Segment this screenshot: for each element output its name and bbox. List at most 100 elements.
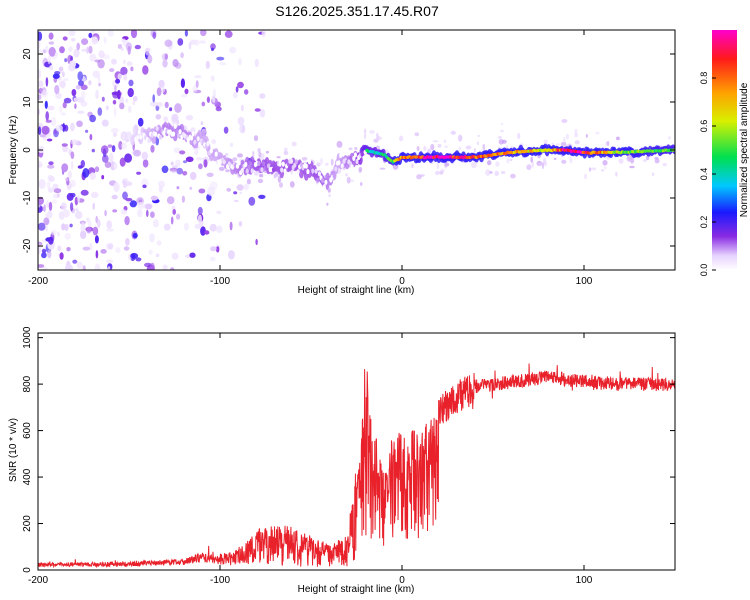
heatmap-noise-cell (150, 211, 155, 218)
heatmap-noise-cell (82, 168, 90, 178)
heatmap-noise-cell (105, 105, 109, 111)
snr-ytick-label: 800 (22, 375, 33, 392)
heatmap-noise-cell (119, 102, 125, 110)
heatmap-noise-cell (68, 30, 76, 37)
heatmap-noise-cell (52, 73, 60, 79)
heatmap-noise-cell (45, 119, 52, 123)
heatmap-noise-cell (259, 93, 266, 99)
heatmap-noise-cell (120, 209, 128, 215)
heatmap-noise-cell (180, 52, 184, 59)
heatmap-faint-cell (253, 135, 259, 142)
snr-ylabel: SNR (10 * v/v) (8, 418, 19, 482)
heatmap-noise-cell (180, 78, 185, 88)
heatmap-noise-cell (77, 110, 85, 115)
snr-ytick-label: 600 (22, 422, 33, 439)
heatmap-noise-cell (106, 220, 112, 230)
heatmap-noise-cell (194, 39, 200, 46)
heatmap-noise-cell (74, 196, 79, 206)
snr-xlabel: Height of straight line (km) (298, 584, 415, 595)
heatmap-faint-cell (354, 147, 358, 150)
heatmap-noise-cell (198, 188, 206, 194)
heatmap-noise-cell (170, 267, 175, 270)
heatmap-noise-cell (45, 111, 49, 121)
heatmap-noise-cell (38, 69, 42, 79)
heatmap-noise-cell (200, 121, 204, 126)
heatmap-faint-cell (437, 143, 442, 148)
heatmap-noise-cell (122, 177, 129, 187)
heatmap-ridge-cell (137, 129, 141, 135)
heatmap-faint-cell (276, 156, 281, 159)
heatmap-noise-cell (101, 175, 105, 180)
heatmap-ridge-cell (247, 164, 251, 171)
heatmap-noise-cell (144, 262, 152, 268)
heatmap-ridge-cell (283, 168, 287, 174)
heatmap-noise-cell (102, 154, 109, 163)
heatmap-noise-cell (104, 161, 112, 168)
colorbar-tick-label: 0.6 (699, 120, 709, 133)
heatmap-noise-cell (237, 81, 244, 89)
heatmap-noise-cell (38, 244, 42, 249)
heatmap-noise-cell (130, 30, 138, 39)
snr-frame (37, 332, 676, 571)
heatmap-noise-cell (86, 46, 89, 54)
heatmap-ridge-cell (332, 173, 336, 179)
heatmap-noise-cell (43, 217, 50, 226)
heatmap-faint-cell (440, 169, 445, 172)
heatmap-faint-cell (500, 122, 504, 125)
heatmap-noise-cell (210, 246, 217, 252)
heatmap-ridge-cell (321, 177, 325, 183)
heatmap-noise-cell (171, 205, 176, 210)
heatmap-noise-cell (91, 148, 96, 153)
heatmap-noise-cell (76, 42, 80, 51)
heatmap-noise-cell (117, 44, 123, 49)
heatmap-noise-cell (115, 247, 121, 254)
heatmap-faint-cell (500, 129, 504, 133)
heatmap-noise-cell (61, 163, 69, 173)
spectrogram-xtick-label: -200 (28, 276, 48, 287)
heatmap-faint-cell (530, 156, 533, 163)
heatmap-ridge-cell (194, 143, 199, 149)
heatmap-faint-cell (494, 170, 500, 177)
heatmap-noise-cell (69, 223, 73, 228)
heatmap-faint-cell (414, 132, 420, 137)
heatmap-noise-cell (92, 202, 95, 210)
heatmap-noise-cell (183, 160, 187, 164)
heatmap-noise-cell (259, 108, 266, 118)
heatmap-noise-cell (48, 41, 55, 45)
heatmap-noise-cell (107, 30, 114, 37)
heatmap-noise-cell (41, 252, 47, 259)
heatmap-ridge-cell (196, 136, 200, 142)
heatmap-noise-cell (209, 223, 217, 232)
heatmap-noise-cell (48, 175, 55, 182)
heatmap-noise-cell (243, 183, 249, 191)
heatmap-ridge-cell (296, 169, 300, 175)
heatmap-noise-cell (171, 113, 179, 123)
colorbar: 0.0 0.2 0.4 0.6 0.8 Normalized spectral ampl… (699, 30, 750, 276)
heatmap-faint-cell (588, 167, 592, 172)
heatmap-noise-cell (39, 134, 46, 138)
heatmap-noise-cell (62, 145, 69, 153)
heatmap-ridge-cell (173, 123, 177, 129)
heatmap-noise-cell (52, 193, 61, 199)
heatmap-faint-cell (279, 182, 283, 188)
heatmap-faint-cell (336, 140, 343, 148)
heatmap-noise-cell (113, 162, 118, 170)
heatmap-noise-cell (128, 105, 132, 114)
heatmap-noise-cell (216, 210, 222, 215)
heatmap-noise-cell (95, 250, 99, 259)
heatmap-noise-cell (162, 59, 168, 68)
heatmap-noise-cell (164, 39, 173, 47)
heatmap-ridge-cell (260, 167, 264, 173)
heatmap-ridge-cell (275, 171, 279, 177)
heatmap-noise-cell (144, 47, 151, 53)
heatmap-ridge-cell (211, 144, 215, 150)
heatmap-ridge-cell (337, 160, 341, 166)
heatmap-noise-cell (115, 78, 121, 84)
heatmap-noise-cell (76, 120, 83, 128)
heatmap-noise-cell (158, 180, 166, 188)
heatmap-ridge-cell (136, 134, 140, 141)
heatmap-noise-cell (80, 84, 88, 91)
heatmap-faint-cell (629, 165, 635, 169)
heatmap-noise-cell (81, 90, 86, 99)
heatmap-noise-cell (109, 68, 115, 73)
